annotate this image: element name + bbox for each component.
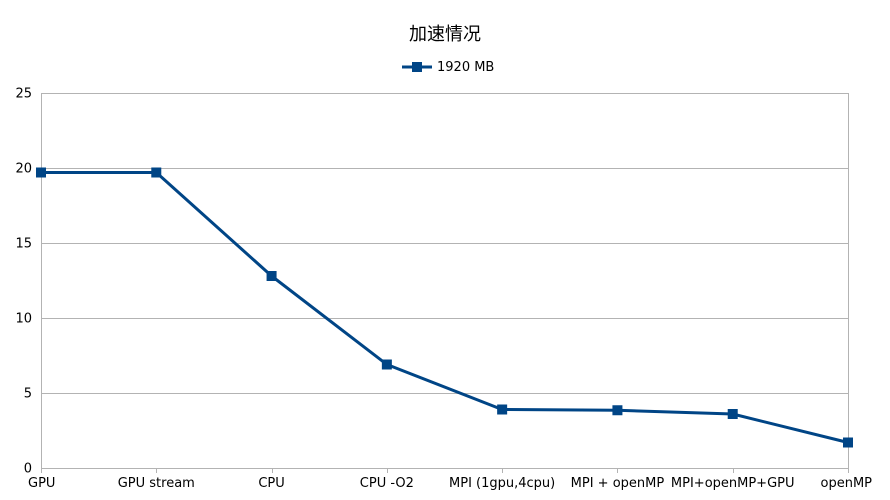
- y-tick-label: 20: [15, 162, 32, 177]
- legend: 1920 MB: [402, 60, 494, 75]
- data-point-marker: [36, 167, 46, 178]
- data-point-marker: [843, 437, 853, 448]
- data-point-marker: [727, 409, 738, 419]
- y-tick-label: 5: [24, 387, 32, 402]
- legend-label: 1920 MB: [437, 60, 494, 75]
- x-tick-label: GPU stream: [118, 476, 195, 491]
- grid: [41, 93, 849, 469]
- series: [36, 167, 853, 448]
- x-tick-label: openMP: [821, 476, 873, 491]
- data-point-marker: [266, 271, 277, 281]
- y-tick-label: 10: [15, 312, 32, 327]
- y-tick-label: 25: [15, 87, 32, 102]
- legend-marker: [412, 62, 422, 72]
- y-tick-label: 0: [24, 462, 32, 477]
- x-tick-label: CPU: [258, 476, 284, 491]
- x-tick-label: MPI+openMP+GPU: [671, 476, 795, 491]
- series-line: [41, 171, 849, 444]
- y-tick-label: 15: [15, 237, 32, 252]
- x-tick-label: CPU -O2: [360, 476, 414, 491]
- data-point-marker: [612, 405, 623, 416]
- x-tick-labels: GPU GPU stream CPU CPU -O2 MPI (1gpu,4cpu) MP…: [28, 468, 872, 491]
- chart-title: 加速情况: [409, 24, 481, 45]
- x-tick-label: GPU: [28, 476, 55, 491]
- data-point-marker: [151, 167, 162, 178]
- y-tick-labels: 0 5 10 15 20 25: [15, 87, 32, 477]
- data-point-marker: [381, 359, 392, 370]
- data-point-marker: [497, 404, 508, 415]
- x-tick-label: MPI (1gpu,4cpu): [449, 476, 555, 491]
- x-tick-label: MPI + openMP: [571, 476, 665, 491]
